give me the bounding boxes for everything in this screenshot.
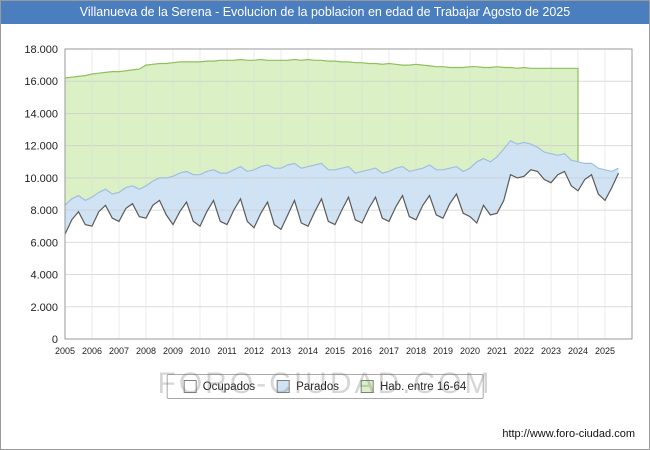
x-tick-label: 2014 (298, 346, 318, 356)
x-tick-label: 2017 (379, 346, 399, 356)
x-tick-label: 2018 (406, 346, 426, 356)
chart-title: Villanueva de la Serena - Evolucion de l… (1, 1, 649, 24)
legend-swatch-parados (277, 380, 291, 393)
y-tick-label: 18.000 (24, 44, 58, 56)
y-tick-label: 12.000 (24, 141, 58, 153)
y-tick-label: 8.000 (30, 205, 58, 217)
legend-item-parados: Parados (277, 380, 339, 393)
legend-label-hab-16-64: Hab. entre 16-64 (379, 380, 467, 393)
legend: Ocupados Parados Hab. entre 16-64 (166, 374, 484, 399)
x-tick-label: 2021 (487, 346, 507, 356)
x-tick-label: 2005 (55, 346, 75, 356)
legend-label-ocupados: Ocupados (202, 380, 256, 393)
x-tick-label: 2016 (352, 346, 372, 356)
footer-url: http://www.foro-ciudad.com (502, 428, 635, 440)
x-tick-label: 2012 (244, 346, 264, 356)
x-tick-label: 2013 (271, 346, 291, 356)
y-tick-label: 4.000 (30, 270, 58, 282)
x-tick-label: 2015 (325, 346, 345, 356)
x-tick-label: 2008 (136, 346, 156, 356)
x-tick-label: 2006 (82, 346, 102, 356)
x-tick-label: 2024 (568, 346, 588, 356)
x-tick-label: 2010 (190, 346, 210, 356)
y-tick-label: 0 (52, 334, 58, 346)
y-tick-label: 6.000 (30, 237, 58, 249)
x-tick-label: 2019 (433, 346, 453, 356)
x-tick-label: 2009 (163, 346, 183, 356)
x-tick-label: 2020 (460, 346, 480, 356)
x-tick-label: 2022 (514, 346, 534, 356)
legend-swatch-hab-16-64 (360, 380, 374, 393)
y-tick-label: 2.000 (30, 302, 58, 314)
x-tick-label: 2011 (217, 346, 236, 356)
chart-plot: 0 2.000 4.000 6.000 8.000 10.000 12.000 14.000 1… (24, 44, 633, 356)
x-tick-label: 2007 (109, 346, 129, 356)
y-tick-label: 10.000 (24, 173, 58, 185)
legend-swatch-ocupados (183, 380, 197, 393)
y-tick-label: 16.000 (24, 76, 58, 88)
series-fill-2 (65, 169, 619, 339)
legend-item-hab-16-64: Hab. entre 16-64 (360, 380, 467, 393)
series-line-0 (64, 58, 579, 162)
x-tick-label: 2023 (541, 346, 561, 356)
y-tick-label: 14.000 (24, 108, 58, 120)
legend-item-ocupados: Ocupados (183, 380, 256, 393)
series-line-2 (64, 169, 620, 235)
x-tick-label: 2025 (595, 346, 615, 356)
plot-border (64, 48, 633, 340)
legend-label-parados: Parados (296, 380, 339, 393)
series-line-1 (64, 140, 619, 206)
